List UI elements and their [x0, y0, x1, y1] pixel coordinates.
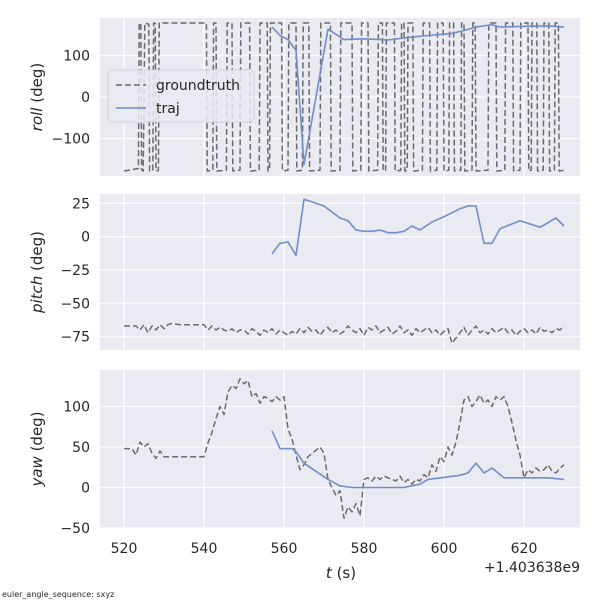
x-tick-label-0: 520	[111, 541, 138, 557]
series-group-pitch	[124, 198, 565, 345]
y-axis-label-unit-pitch: (deg)	[28, 231, 46, 276]
x-tick-label-1: 540	[191, 541, 218, 557]
panel-pitch: −75 −50 −25 0 25 pitch (deg)	[28, 194, 580, 350]
series-line-yaw-groundtruth	[124, 378, 565, 520]
y-axis-label-roll: roll (deg)	[28, 63, 46, 131]
x-tick-label-2: 560	[271, 541, 298, 557]
y-axis-label-yaw: yaw (deg)	[28, 411, 46, 487]
legend-box	[107, 69, 255, 123]
y-tick-label-yaw-1: 0	[81, 480, 90, 496]
y-tick-label-pitch-4: 25	[72, 196, 90, 212]
series-line-pitch-groundtruth	[124, 322, 565, 345]
x-axis-label-var: t	[326, 564, 333, 582]
legend-label-traj: traj	[156, 101, 180, 117]
y-axis-label-pitch: pitch (deg)	[28, 231, 46, 314]
y-tick-label-yaw-2: 50	[72, 440, 90, 456]
series-group-roll	[123, 22, 565, 172]
y-tick-label-pitch-2: −25	[60, 263, 90, 279]
y-axis-label-var-roll: roll	[28, 107, 46, 132]
y-axis-label-var-yaw: yaw	[28, 455, 46, 487]
x-tick-label-5: 620	[511, 541, 538, 557]
series-line-yaw-traj	[271, 430, 565, 489]
legend: groundtruth traj	[107, 69, 255, 123]
y-axis-label-unit-yaw: (deg)	[28, 411, 46, 456]
x-axis-label-unit: (s)	[332, 564, 356, 582]
x-offset-label: +1.403638e9	[484, 560, 580, 576]
series-group-yaw	[124, 378, 565, 520]
y-tick-label-roll-1: 0	[81, 90, 90, 106]
x-tick-label-4: 600	[431, 541, 458, 557]
panel-yaw: −50 0 50 100 yaw (deg) 520 540 560 580 600 620	[28, 370, 580, 557]
footnote: euler_angle_sequence: sxyz	[2, 590, 114, 599]
series-line-roll-traj	[271, 23, 565, 166]
y-tick-label-yaw-3: 100	[63, 399, 90, 415]
y-axis-label-unit-roll: (deg)	[28, 63, 46, 108]
panels-layer: −100 0 100 roll (deg) −75 −50 −25 0 25 pitch (deg…	[28, 18, 580, 557]
panel-yaw-background	[100, 370, 580, 528]
y-tick-label-pitch-1: −50	[60, 296, 90, 312]
series-line-pitch-traj	[271, 198, 565, 257]
y-tick-label-roll-0: −100	[52, 132, 90, 148]
y-tick-label-pitch-0: −75	[60, 330, 90, 346]
legend-label-groundtruth: groundtruth	[156, 78, 240, 94]
x-tick-label-3: 580	[351, 541, 378, 557]
y-tick-label-pitch-3: 0	[81, 230, 90, 246]
y-axis-label-var-pitch: pitch	[28, 276, 46, 314]
y-tick-label-yaw-0: −50	[60, 521, 90, 537]
y-tick-label-roll-2: 100	[63, 48, 90, 64]
series-line-roll-groundtruth	[123, 22, 565, 172]
x-axis-label: t (s)	[326, 564, 356, 582]
